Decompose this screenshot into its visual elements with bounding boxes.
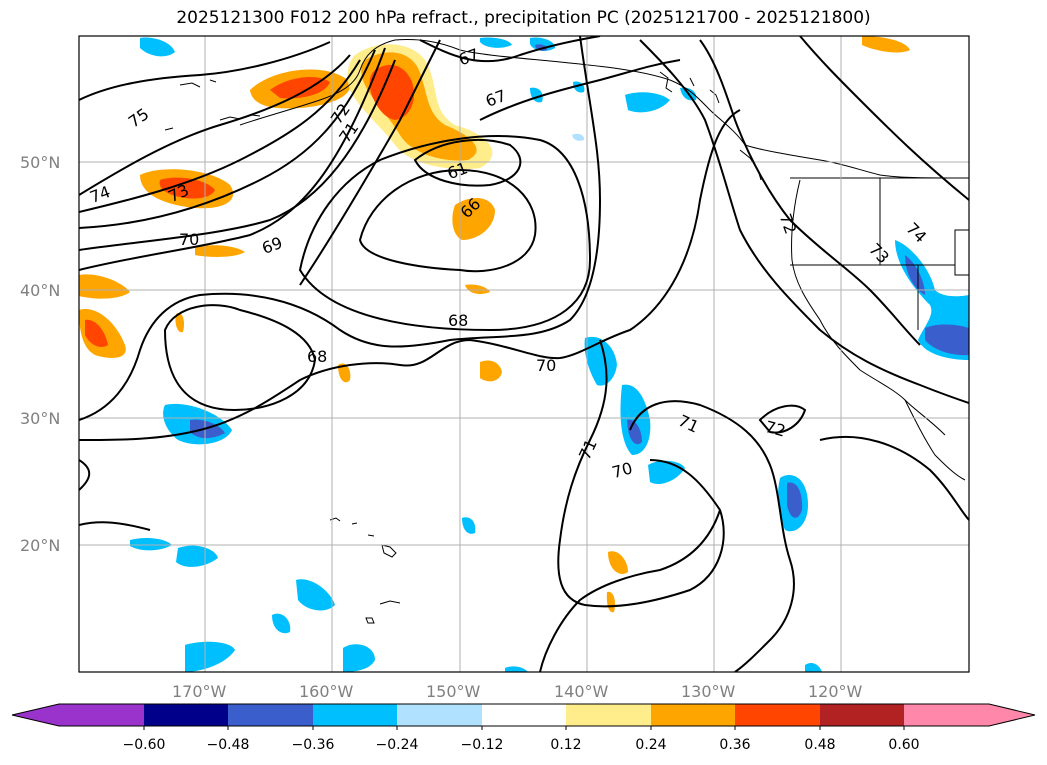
colorbar-tick-label: 0.12: [550, 737, 581, 753]
colorbar-segment: [735, 704, 820, 726]
contour-label: 70: [610, 458, 635, 482]
colorbar-segment: [59, 704, 144, 726]
contour-70b: [79, 109, 741, 441]
lon-label: 150°W: [426, 682, 481, 701]
contour-label: 68: [307, 347, 327, 366]
contour-label: 72: [763, 417, 788, 441]
contour-east-3: [799, 36, 969, 201]
lat-label: 50°N: [20, 153, 60, 172]
baja: [904, 399, 966, 481]
map-frame: [78, 35, 970, 673]
contour-69: [79, 59, 396, 251]
longitude-labels: 170°W 160°W 150°W 140°W 130°W 120°W: [172, 682, 863, 701]
precip-negative-areas: [130, 37, 969, 672]
colorbar-segment: [651, 704, 735, 726]
contour-73: [79, 59, 361, 213]
colorbar-segment: [228, 704, 313, 726]
contour-67b: [479, 59, 681, 121]
map-title: 2025121300 F012 200 hPa refract., precip…: [176, 8, 871, 28]
colorbar-segment: [144, 704, 228, 726]
lon-label: 170°W: [172, 682, 227, 701]
latitude-labels: 50°N 40°N 30°N 20°N: [20, 153, 60, 555]
refractivity-contours: [79, 36, 969, 672]
contour-74: [79, 54, 351, 196]
colorbar-segment: [566, 704, 651, 726]
colorbar-tick-label: −0.36: [292, 737, 335, 753]
lon-label: 140°W: [554, 682, 609, 701]
contour-70: [79, 47, 386, 271]
colorbar-extend-high: [989, 704, 1035, 726]
contour-east-low: [819, 435, 969, 521]
lon-label: 160°W: [299, 682, 354, 701]
contour-61: [413, 139, 522, 187]
contour-east-1: [699, 39, 921, 346]
precip-positive-areas: [79, 36, 910, 613]
contour-72: [79, 49, 376, 229]
colorbar: −0.60 −0.48 −0.36 −0.24 −0.12 0.12 0.24 …: [11, 703, 1036, 753]
contour-67: [419, 36, 601, 63]
hawaii: [329, 517, 397, 558]
contour-label: 70: [536, 356, 556, 375]
colorbar-tick-label: −0.12: [461, 737, 504, 753]
lon-label: 130°W: [681, 682, 736, 701]
lon-label: 120°W: [808, 682, 863, 701]
contour-70c: [629, 400, 795, 672]
lat-label: 30°N: [20, 409, 60, 428]
colorbar-segment: [482, 704, 566, 726]
colorbar-extend-low: [12, 704, 59, 726]
map-frame-bg: [79, 36, 969, 672]
contour-72b: [758, 404, 807, 434]
colorbar-segment: [820, 704, 904, 726]
borders: [790, 177, 969, 330]
colorbar-segment: [397, 704, 482, 726]
contour-68: [298, 135, 592, 332]
contour-66: [358, 168, 537, 273]
contour-west-bottom: [79, 459, 91, 491]
contour-far-west: [79, 521, 151, 531]
lat-label: 40°N: [20, 281, 60, 300]
contour-68b: [163, 304, 317, 412]
colorbar-tick-label: −0.60: [123, 737, 166, 753]
colorbar-tick-label: −0.24: [376, 737, 419, 753]
precip-area-140w-blue: [584, 336, 617, 386]
lat-label: 20°N: [20, 536, 60, 555]
colorbar-tick-label: 0.60: [888, 737, 919, 753]
colorbar-tick-label: −0.48: [207, 737, 250, 753]
contour-71: [299, 39, 441, 286]
colorbar-tick-label: 0.24: [635, 737, 666, 753]
graticule: [79, 36, 969, 672]
contour-75: [79, 41, 331, 101]
colorbar-tick-label: 0.48: [804, 737, 835, 753]
contour-hi-south: [539, 509, 721, 672]
colorbar-segment: [904, 704, 989, 726]
contour-label: 68: [448, 311, 468, 330]
contour-outer-1: [79, 36, 602, 421]
contour-east-2: [639, 39, 969, 404]
colorbar-tick-label: 0.36: [719, 737, 750, 753]
colorbar-segment: [313, 704, 397, 726]
contour-label: 70: [179, 230, 199, 249]
precip-area-center-orange: [452, 198, 495, 240]
